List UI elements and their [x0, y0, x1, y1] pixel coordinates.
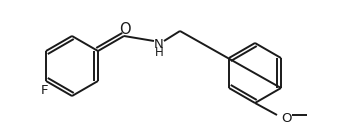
Text: N: N	[154, 39, 164, 51]
Text: F: F	[40, 83, 48, 96]
Text: O: O	[282, 112, 292, 124]
Text: O: O	[119, 22, 131, 36]
Text: H: H	[155, 47, 163, 59]
